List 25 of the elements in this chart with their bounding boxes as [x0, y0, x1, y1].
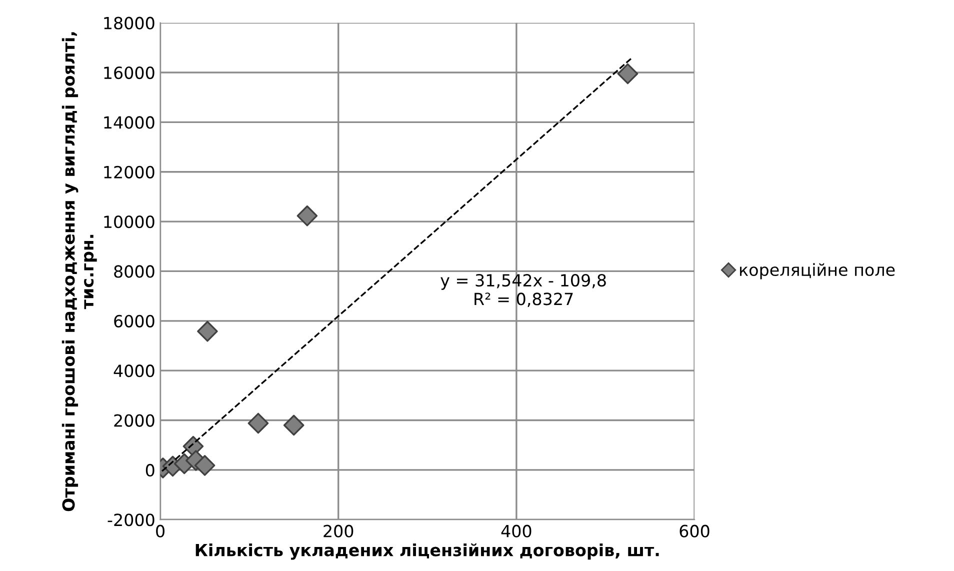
x-tick-label: 0: [156, 524, 164, 538]
y-axis-title: Отримані грошові надходження у вигляді роялті, тис.грн.: [62, 32, 97, 512]
x-tick-label: 600: [680, 524, 710, 538]
y-tick-label: 8000: [114, 265, 154, 278]
x-tick-label: 200: [324, 524, 354, 538]
point: [296, 205, 318, 226]
y-tick-label: 16000: [104, 66, 154, 80]
y-tick-label: 0: [146, 464, 154, 476]
y-tick-label: 6000: [114, 314, 154, 328]
point: [197, 320, 218, 342]
x-axis-title: Кількість укладених ліцензійних договорів, шт.: [196, 543, 659, 560]
y-tick-label: -2000: [108, 514, 154, 526]
y-tick-label: 10000: [104, 216, 154, 228]
legend-label: кореляційне поле: [740, 263, 895, 280]
y-tick-label: 18000: [104, 16, 154, 30]
y-tick-label: 4000: [114, 364, 154, 378]
point: [248, 412, 269, 434]
x-tick-label: 400: [501, 524, 532, 538]
point: [283, 414, 304, 436]
y-tick-label: 12000: [104, 166, 154, 178]
y-tick-label: 14000: [104, 116, 154, 129]
point: [194, 455, 216, 476]
point: [617, 63, 638, 84]
annotation: y = 31,542x - 109,8 R² = 0,8327: [440, 274, 606, 307]
y-tick-label: 2000: [114, 414, 154, 427]
